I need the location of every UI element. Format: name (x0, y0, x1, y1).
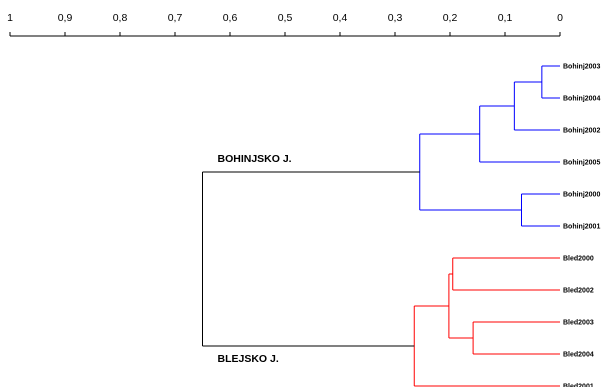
axis-tick-label: 0,4 (333, 12, 348, 24)
leaf-label: Bled2003 (563, 320, 594, 327)
axis-tick-label: 0,2 (443, 12, 458, 24)
leaf-label: Bled2002 (563, 288, 594, 295)
axis-tick-label: 0,9 (58, 12, 73, 24)
leaf-label: Bled2001 (563, 384, 594, 387)
leaf-label: Bohinj2004 (563, 96, 600, 103)
axis-tick-label: 1 (7, 12, 13, 24)
axis-tick-label: 0 (557, 12, 563, 24)
leaf-label: Bohinj2001 (563, 224, 600, 231)
group-labels: BOHINJSKO J. BLEJSKO J. (218, 153, 292, 365)
leaf-label: Bohinj2003 (563, 64, 600, 71)
leaf-label: Bohinj2000 (563, 192, 600, 199)
group-label-bohinj: BOHINJSKO J. (218, 153, 292, 165)
leaf-label: Bled2000 (563, 256, 594, 263)
group-label-bled: BLEJSKO J. (218, 353, 279, 365)
distance-axis: 1 0,9 0,8 0,7 0,6 0,5 0,4 0,3 0,2 0,1 0 (7, 12, 563, 37)
leaf-labels: Bohinj2003 Bohinj2004 Bohinj2002 Bohinj2005… (563, 64, 600, 387)
axis-tick-label: 0,8 (113, 12, 128, 24)
axis-tick-label: 0,5 (278, 12, 293, 24)
axis-tick-label: 0,1 (498, 12, 513, 24)
leaf-label: Bled2004 (563, 352, 594, 359)
axis-tick-label: 0,6 (223, 12, 238, 24)
axis-tick-label: 0,3 (388, 12, 403, 24)
dendrogram-tree (202, 65, 560, 387)
leaf-label: Bohinj2005 (563, 160, 600, 167)
axis-tick-label: 0,7 (168, 12, 183, 24)
leaf-label: Bohinj2002 (563, 128, 600, 135)
